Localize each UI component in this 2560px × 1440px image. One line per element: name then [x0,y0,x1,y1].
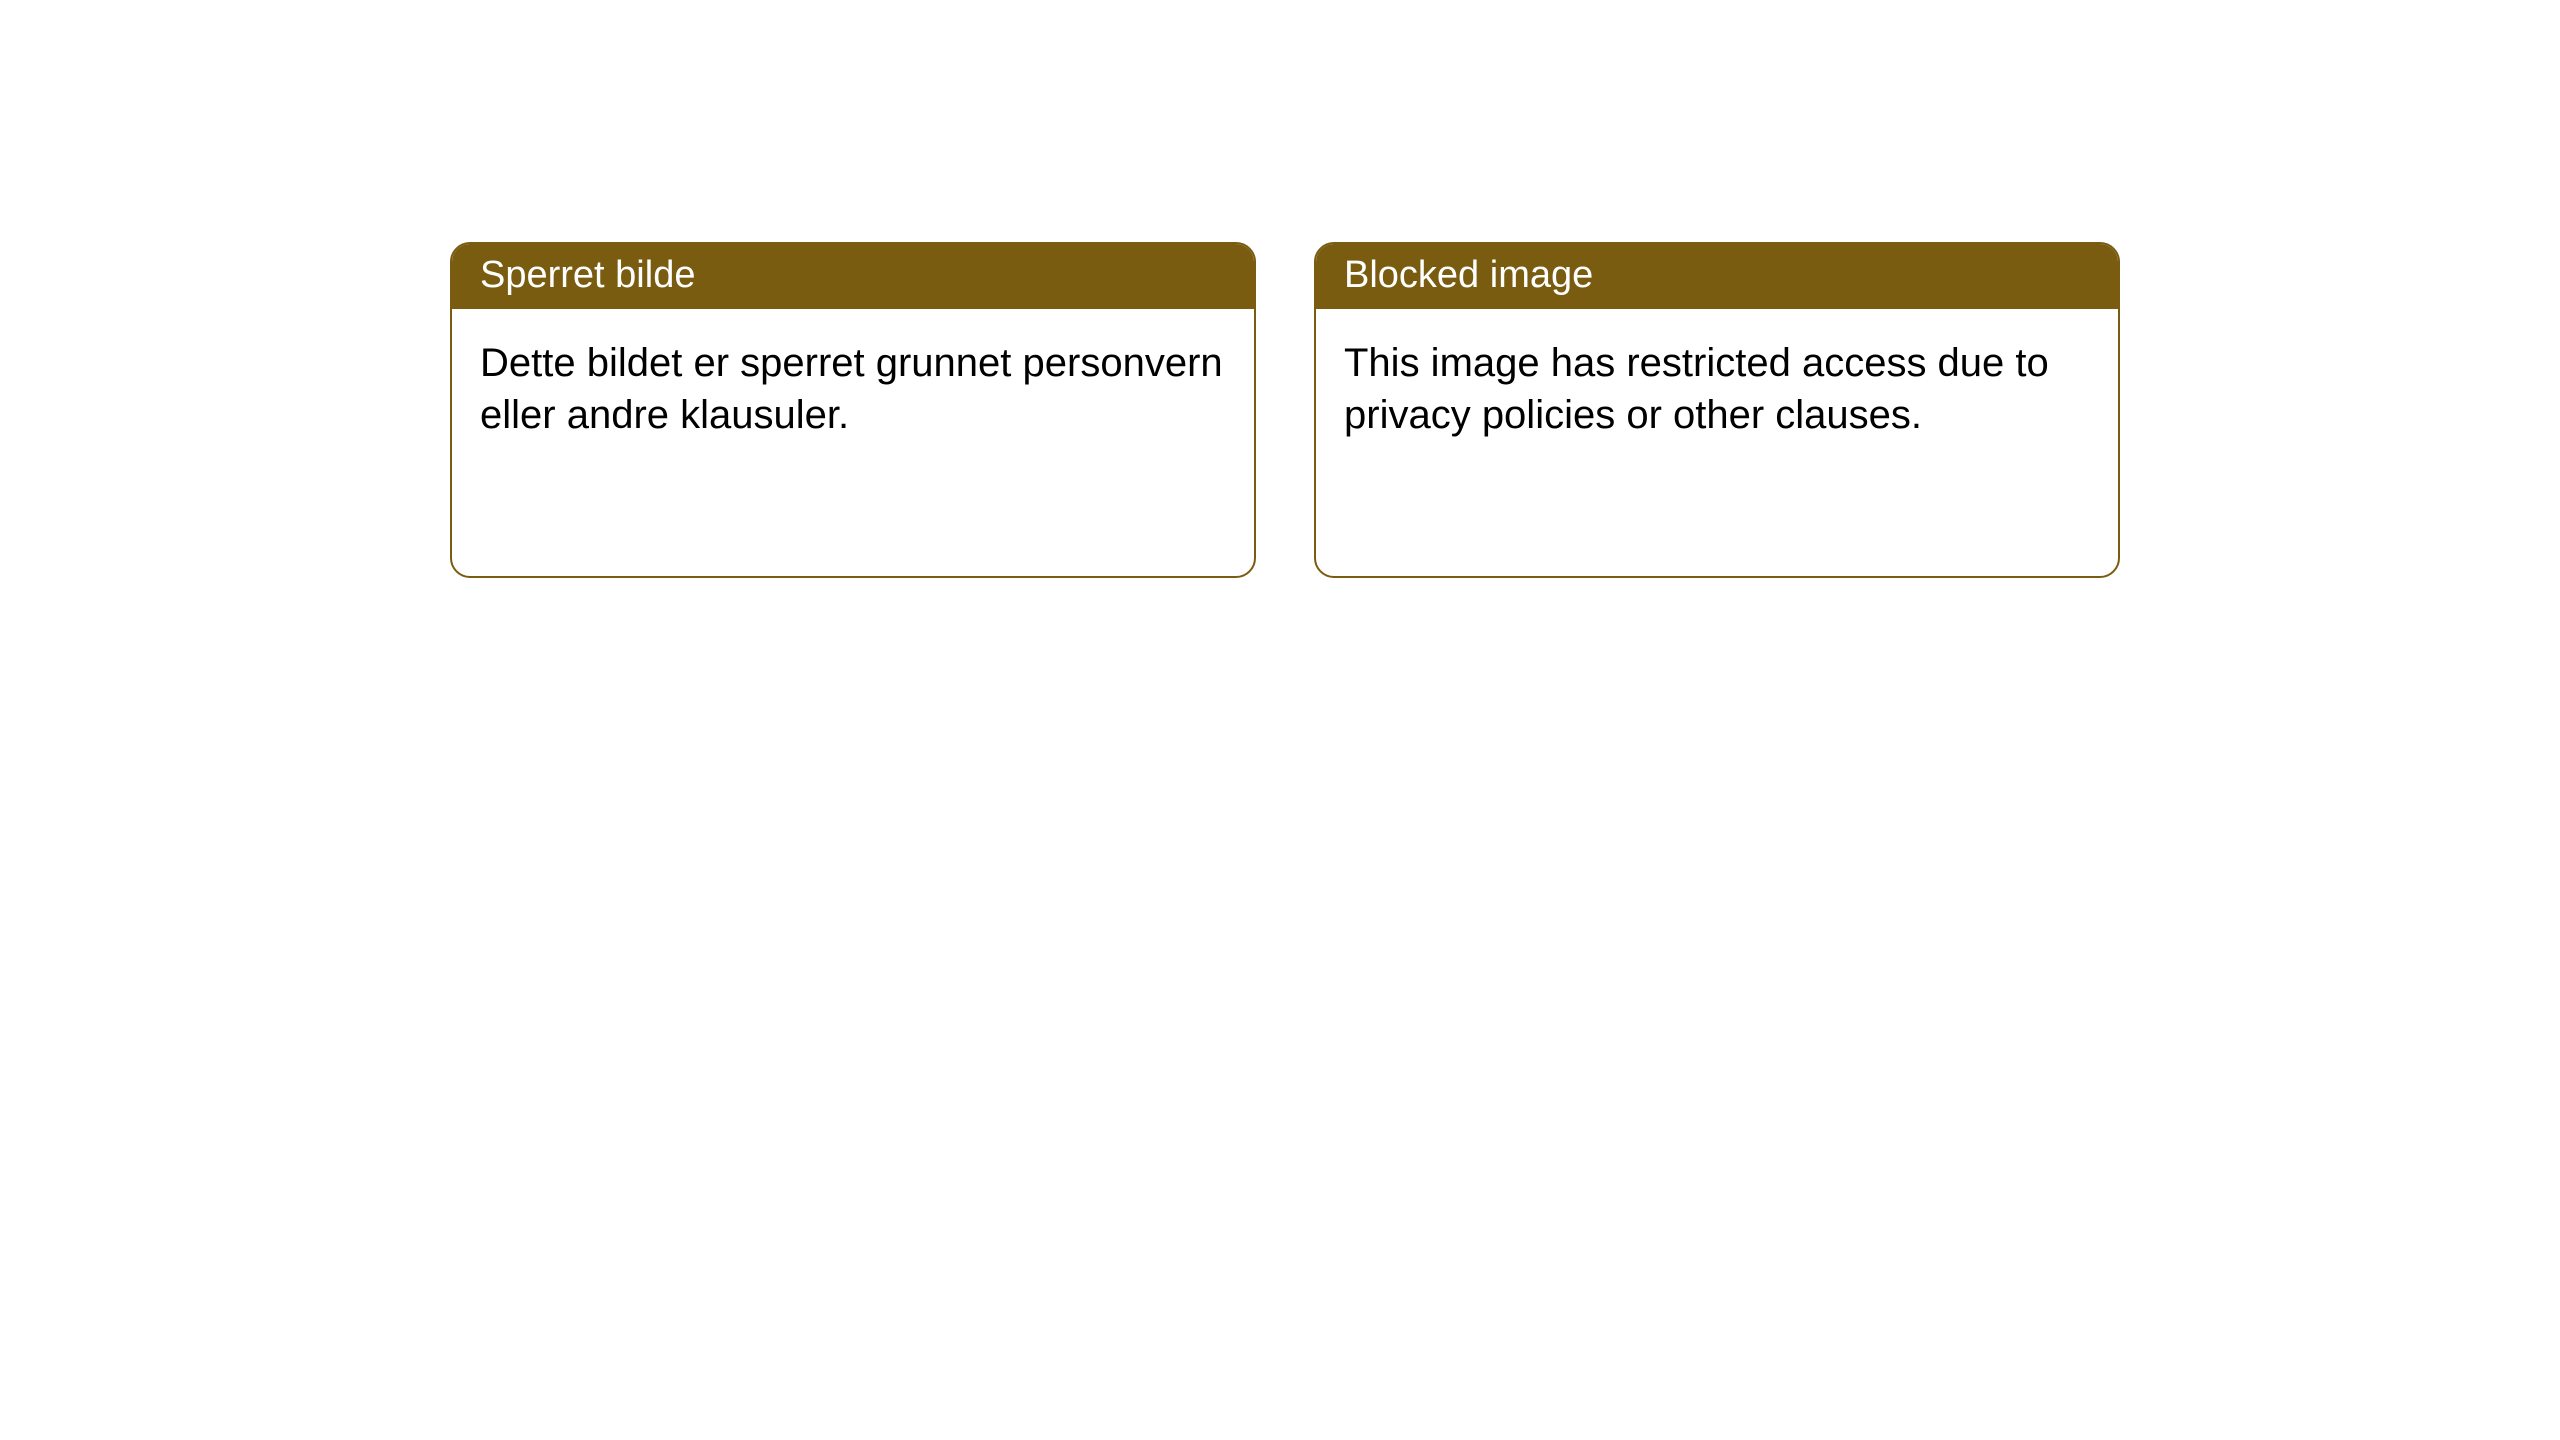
notice-card-body-no: Dette bildet er sperret grunnet personve… [452,309,1254,469]
notice-container: Sperret bilde Dette bildet er sperret gr… [0,0,2560,578]
notice-card-en: Blocked image This image has restricted … [1314,242,2120,578]
notice-card-header-no: Sperret bilde [452,244,1254,309]
notice-card-header-en: Blocked image [1316,244,2118,309]
notice-card-body-en: This image has restricted access due to … [1316,309,2118,469]
notice-card-no: Sperret bilde Dette bildet er sperret gr… [450,242,1256,578]
